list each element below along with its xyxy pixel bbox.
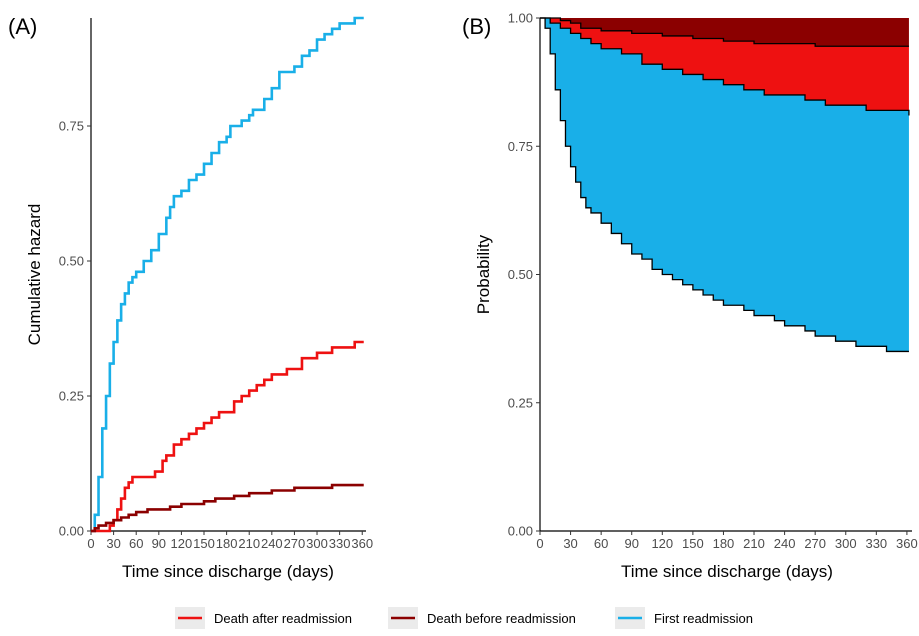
stacked-area xyxy=(540,18,909,47)
legend-item: First readmission xyxy=(615,607,753,629)
x-tick-label: 60 xyxy=(129,536,143,551)
x-tick-label: 270 xyxy=(804,536,826,551)
y-tick-label: 1.00 xyxy=(508,11,533,26)
y-tick-label: 0.50 xyxy=(508,267,533,282)
x-tick-label: 150 xyxy=(682,536,704,551)
x-tick-label: 240 xyxy=(261,536,283,551)
series-line xyxy=(91,340,364,533)
x-tick-label: 150 xyxy=(193,536,215,551)
boundary-line xyxy=(540,17,909,47)
x-tick-label: 60 xyxy=(594,536,608,551)
x-tick-label: 120 xyxy=(651,536,673,551)
stacked-areas xyxy=(540,18,909,352)
series-line xyxy=(91,483,364,533)
x-axis-title: Time since discharge (days) xyxy=(621,562,833,581)
series-line xyxy=(91,16,364,533)
x-tick-label: 270 xyxy=(284,536,306,551)
y-tick-label: 0.00 xyxy=(59,524,84,539)
legend-item: Death before readmission xyxy=(388,607,576,629)
x-tick-label: 120 xyxy=(171,536,193,551)
x-tick-label: 330 xyxy=(329,536,351,551)
panel-label: (A) xyxy=(8,14,37,39)
y-tick-label: 0.25 xyxy=(508,395,533,410)
x-tick-label: 90 xyxy=(624,536,638,551)
boundary-line xyxy=(540,17,910,116)
x-tick-label: 360 xyxy=(896,536,918,551)
x-tick-label: 180 xyxy=(713,536,735,551)
x-tick-label: 240 xyxy=(774,536,796,551)
x-tick-label: 300 xyxy=(306,536,328,551)
legend-label: Death after readmission xyxy=(214,611,352,626)
boundary-line xyxy=(540,17,909,353)
y-tick-label: 0.00 xyxy=(508,524,533,539)
x-tick-label: 90 xyxy=(152,536,166,551)
x-tick-label: 0 xyxy=(87,536,94,551)
x-tick-label: 210 xyxy=(238,536,260,551)
y-tick-label: 0.75 xyxy=(508,139,533,154)
x-tick-label: 30 xyxy=(106,536,120,551)
x-tick-label: 360 xyxy=(351,536,373,551)
legend-item: Death after readmission xyxy=(175,607,352,629)
legend-label: First readmission xyxy=(654,611,753,626)
y-tick-label: 0.50 xyxy=(59,254,84,269)
x-tick-label: 330 xyxy=(865,536,887,551)
panel-a: (A) 0 30 60 90 120 150 180 210 240 270 300 330 360 0.0… xyxy=(8,14,373,581)
y-tick-label: 0.25 xyxy=(59,389,84,404)
x-tick-label: 180 xyxy=(216,536,238,551)
x-tick-label: 30 xyxy=(563,536,577,551)
panel-b: (B) 0 30 60 90 120 150 180 210 240 270 300 330 360 0.0… xyxy=(462,11,918,582)
x-tick-label: 210 xyxy=(743,536,765,551)
x-tick-label: 0 xyxy=(536,536,543,551)
legend-label: Death before readmission xyxy=(427,611,576,626)
y-axis-title: Probability xyxy=(474,234,493,314)
y-tick-label: 0.75 xyxy=(59,119,84,134)
stacked-area xyxy=(540,18,909,116)
x-tick-label: 300 xyxy=(835,536,857,551)
y-axis-title: Cumulative hazard xyxy=(25,204,44,346)
panel-label: (B) xyxy=(462,14,491,39)
legend: Death after readmission Death before read… xyxy=(175,607,753,629)
stacked-area xyxy=(540,18,909,352)
x-axis-title: Time since discharge (days) xyxy=(122,562,334,581)
